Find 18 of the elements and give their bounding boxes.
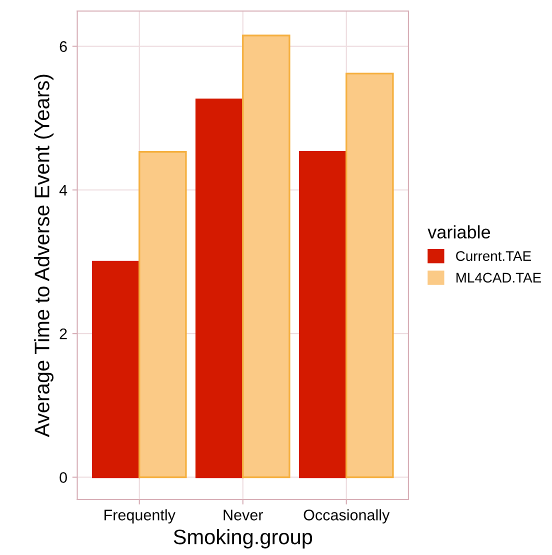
bar (92, 260, 140, 478)
x-tick-label: Frequently (104, 509, 176, 524)
y-tick-label: 0 (60, 472, 67, 483)
bar (242, 34, 290, 478)
x-tick-label: Occasionally (304, 509, 390, 524)
bar (346, 72, 394, 478)
y-axis-title: Average Time to Adverse Event (Years) (34, 74, 54, 438)
y-tick-label: 6 (60, 41, 67, 52)
x-axis-title: Smoking.group (174, 529, 312, 548)
legend-title: variable (428, 225, 490, 239)
legend-label: Current.TAE (456, 251, 531, 261)
x-tick-label: Never (224, 510, 264, 520)
y-tick-label: 2 (60, 328, 67, 340)
bar (195, 98, 244, 478)
legend-label: ML4CAD.TAE (456, 272, 541, 283)
bar (138, 151, 187, 478)
y-tick-label: 4 (59, 184, 68, 196)
bar (298, 151, 348, 478)
